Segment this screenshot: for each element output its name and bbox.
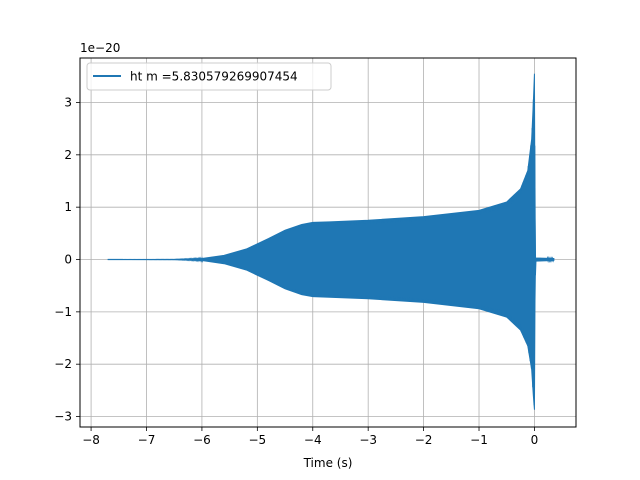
y-tick-label: 0 bbox=[64, 253, 72, 267]
y-tick-label: −1 bbox=[54, 305, 72, 319]
legend: ht m =5.830579269907454 bbox=[86, 62, 332, 91]
axes-frame bbox=[79, 57, 577, 428]
x-tick-label: −1 bbox=[470, 433, 488, 447]
plot-area bbox=[107, 73, 555, 410]
y-offset-label: 1e−20 bbox=[80, 41, 120, 55]
y-tick-label: −2 bbox=[54, 357, 72, 371]
x-tick-label: −6 bbox=[193, 433, 211, 447]
x-tick-label: −7 bbox=[138, 433, 156, 447]
legend-box bbox=[86, 62, 332, 91]
y-tick-label: −3 bbox=[54, 410, 72, 424]
waveform-line bbox=[107, 99, 555, 406]
y-tick-label: 1 bbox=[64, 200, 72, 214]
x-tick-label: −2 bbox=[415, 433, 433, 447]
x-tick-label: −8 bbox=[82, 433, 100, 447]
x-tick-label: −5 bbox=[248, 433, 266, 447]
y-tick-label: 3 bbox=[64, 95, 72, 109]
ticks: −8 −7 −6 −5 −4 −3 −2 −1 0 −3 −2 −1 0 1 2 3 bbox=[54, 95, 538, 447]
legend-label: ht m =5.830579269907454 bbox=[130, 70, 298, 84]
x-tick-label: 0 bbox=[531, 433, 539, 447]
x-tick-label: −4 bbox=[304, 433, 322, 447]
x-axis-title: Time (s) bbox=[303, 456, 353, 470]
x-tick-label: −3 bbox=[359, 433, 377, 447]
y-tick-label: 2 bbox=[64, 148, 72, 162]
